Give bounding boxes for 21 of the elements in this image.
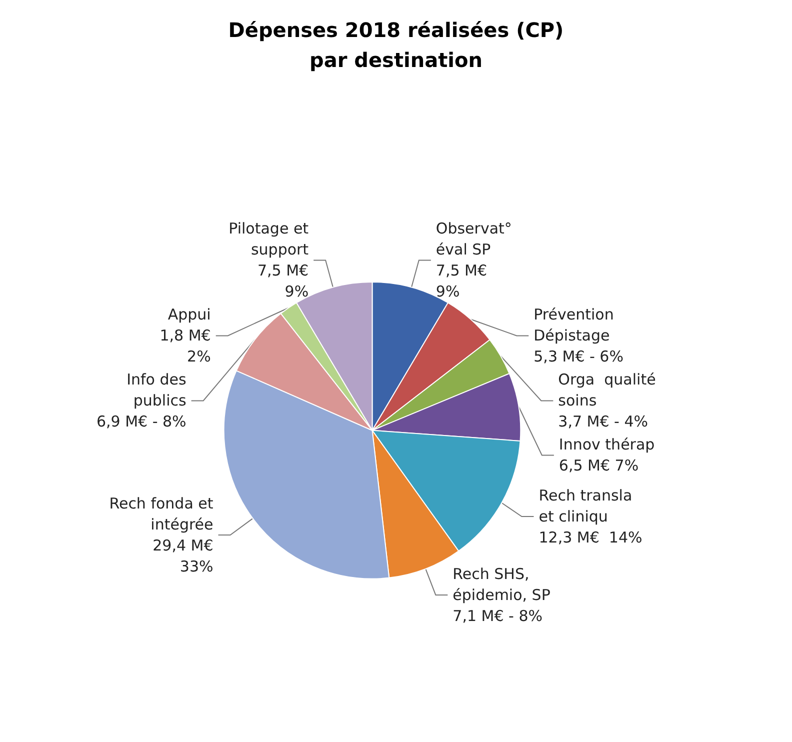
slice-label: Info des publics xyxy=(126,370,186,410)
data-label: 6,9 M€ - 8% xyxy=(96,412,186,431)
slice-label: Rech transla et cliniqu xyxy=(538,486,632,526)
slice-label: Rech fonda et intégrée xyxy=(109,494,214,534)
slice-label: Rech SHS, épidemio, SP xyxy=(452,564,550,604)
slice-label: Pilotage et support xyxy=(228,220,309,259)
data-label: 29,4 M€ 33% xyxy=(152,536,214,576)
chart-title: Dépenses 2018 réalisées (CP) par destination xyxy=(228,18,564,72)
slice-label: Prévention Dépistage xyxy=(534,306,614,345)
data-label: 3,7 M€ - 4% xyxy=(558,412,648,431)
data-label: 7,1 M€ - 8% xyxy=(452,606,543,625)
slice-label: Innov thérap xyxy=(558,436,655,454)
slice-label: Orga qualité soins xyxy=(558,370,656,410)
slice-label: Observat° éval SP xyxy=(436,220,512,259)
slice-label: Appui xyxy=(168,306,211,324)
data-label: 5,3 M€ - 6% xyxy=(534,348,624,366)
data-label: 1,8 M€ 2% xyxy=(160,326,211,366)
data-label: 7,5 M€ 9% xyxy=(257,262,309,301)
data-label: 12,3 M€ 14% xyxy=(538,528,642,547)
data-label: 6,5 M€ 7% xyxy=(558,456,639,475)
data-label: 7,5 M€ 9% xyxy=(436,262,488,301)
